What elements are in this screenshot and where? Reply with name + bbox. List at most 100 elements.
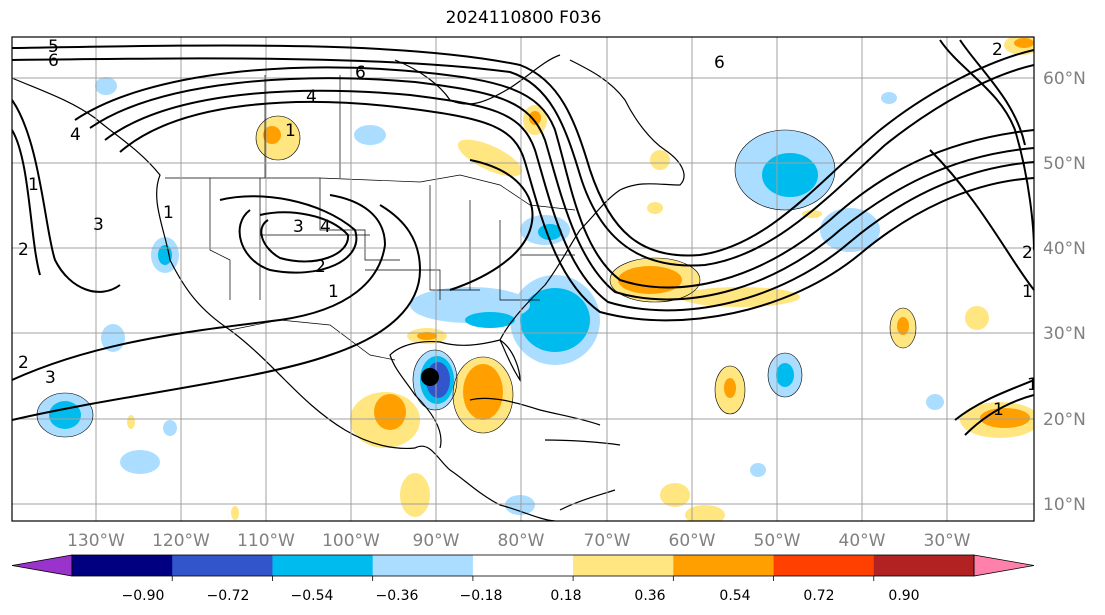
colorbar-tick-label: −0.72: [207, 588, 250, 604]
anomaly-blob: [618, 266, 682, 294]
colorbar-outline: [71, 554, 975, 577]
contour-label: 2: [18, 240, 29, 260]
anomaly-blob: [400, 473, 430, 517]
anomaly-blob: [529, 111, 541, 125]
anomaly-blob: [750, 463, 766, 477]
anomaly-blob: [465, 312, 515, 328]
contour-label: 1: [1022, 282, 1033, 302]
map-title: 2024110800 F036: [445, 8, 602, 28]
lon-label: 130°W: [67, 531, 125, 551]
contour-label: 1: [285, 121, 296, 141]
contour-lines: [12, 39, 1034, 436]
anomaly-blob: [120, 450, 160, 474]
anomaly-blob: [980, 408, 1030, 428]
anomaly-blob: [647, 202, 663, 214]
lat-label: 20°N: [1043, 410, 1086, 430]
lon-label: 60°W: [669, 531, 716, 551]
anomaly-blob: [965, 306, 989, 330]
map-area: [12, 37, 1034, 521]
colorbar-tick-label: 0.36: [634, 588, 665, 604]
colorbar-tick-label: −0.18: [460, 588, 503, 604]
lat-label: 50°N: [1043, 154, 1086, 174]
contour-label: 1: [328, 282, 339, 302]
colorbar: [11, 554, 1035, 581]
anomaly-blob: [520, 288, 590, 352]
colorbar-segment: [372, 555, 474, 576]
storm-center-marker: [421, 368, 439, 386]
lat-label: 40°N: [1043, 239, 1086, 259]
colorbar-tick-label: 0.18: [550, 588, 581, 604]
colorbar-segment: [673, 555, 775, 576]
map-frame: [11, 36, 1035, 522]
anomaly-blob: [776, 363, 794, 387]
colorbar-tick-label: −0.90: [122, 588, 165, 604]
anomaly-blob: [820, 208, 880, 252]
longitude-labels: 130°W 120°W 110°W 100°W 90°W 80°W 70°W 6…: [67, 531, 971, 551]
anomaly-blob: [49, 401, 81, 429]
anomaly-blob: [897, 317, 909, 335]
anomaly-blob: [354, 125, 386, 145]
contour-label: 2: [315, 257, 326, 277]
colorbar-segment: [873, 555, 975, 576]
contour-label: 2: [1022, 243, 1033, 263]
contour-label: 6: [48, 51, 59, 71]
contour-label: 5: [48, 37, 59, 57]
contour-label: 1: [163, 203, 174, 223]
latitude-labels: 60°N 50°N 40°N 30°N 20°N 10°N: [1043, 69, 1086, 515]
lat-label: 60°N: [1043, 69, 1086, 89]
colorbar-segment: [472, 555, 574, 576]
anomaly-blob: [127, 415, 135, 429]
colorbar-ticks: −0.90 −0.72 −0.54 −0.36 −0.18 0.18 0.36 …: [122, 588, 920, 604]
lon-label: 80°W: [498, 531, 545, 551]
colorbar-tick-label: 0.72: [803, 588, 834, 604]
lon-label: 40°W: [839, 531, 886, 551]
anomaly-blob: [463, 364, 503, 420]
contour-label: 1: [28, 175, 39, 195]
colorbar-segment: [172, 555, 273, 576]
contour-label: 6: [714, 53, 725, 73]
anomaly-blob: [762, 153, 818, 197]
contour-label: 2: [18, 353, 29, 373]
contour-label: 1: [993, 400, 1004, 420]
anomaly-blob: [505, 495, 535, 515]
contour-label: 2: [992, 40, 1003, 60]
anomaly-blob: [231, 506, 239, 520]
colorbar-segment: [272, 555, 374, 576]
anomaly-blob: [538, 224, 562, 240]
colorbar-min-arrow: [11, 554, 73, 577]
anomaly-blob: [163, 420, 177, 436]
colorbar-tick-label: −0.54: [291, 588, 334, 604]
colorbar-segment: [773, 555, 875, 576]
anomaly-blob: [724, 378, 736, 398]
colorbar-max-arrow: [973, 554, 1035, 577]
lat-label: 30°N: [1043, 324, 1086, 344]
anomaly-outlines: [36, 115, 917, 438]
anomaly-blob: [263, 126, 281, 144]
anomaly-blob: [685, 505, 725, 521]
lon-label: 30°W: [924, 531, 971, 551]
anomaly-blob: [374, 394, 406, 430]
anomaly-blob: [926, 394, 944, 410]
contour-label: 4: [70, 125, 81, 145]
anomaly-blob: [1014, 38, 1034, 48]
colorbar-tick-label: 0.54: [719, 588, 750, 604]
contour-label: 3: [293, 217, 304, 237]
colorbar-tick-label: −0.36: [376, 588, 419, 604]
contour-label: 4: [320, 217, 331, 237]
colorbar-tick-label: 0.90: [888, 588, 919, 604]
contour-labels: 5 6 6 6 2 4 1 4 1 3 2 3 4 1 3 1 2 2 1 2 …: [18, 37, 1034, 420]
anomaly-blob: [417, 332, 437, 340]
contour-label: 6: [355, 63, 366, 83]
colorbar-segment: [72, 555, 173, 576]
lon-label: 90°W: [413, 531, 460, 551]
political-borders: [165, 75, 576, 361]
anomaly-blob: [95, 77, 117, 95]
anomaly-blob: [457, 139, 523, 177]
anomaly-blob: [650, 150, 670, 170]
contour-label: 3: [45, 368, 56, 388]
anomaly-blob: [680, 287, 800, 307]
anomaly-blob: [660, 483, 690, 507]
lon-label: 110°W: [237, 531, 295, 551]
anomaly-blob: [881, 92, 897, 104]
